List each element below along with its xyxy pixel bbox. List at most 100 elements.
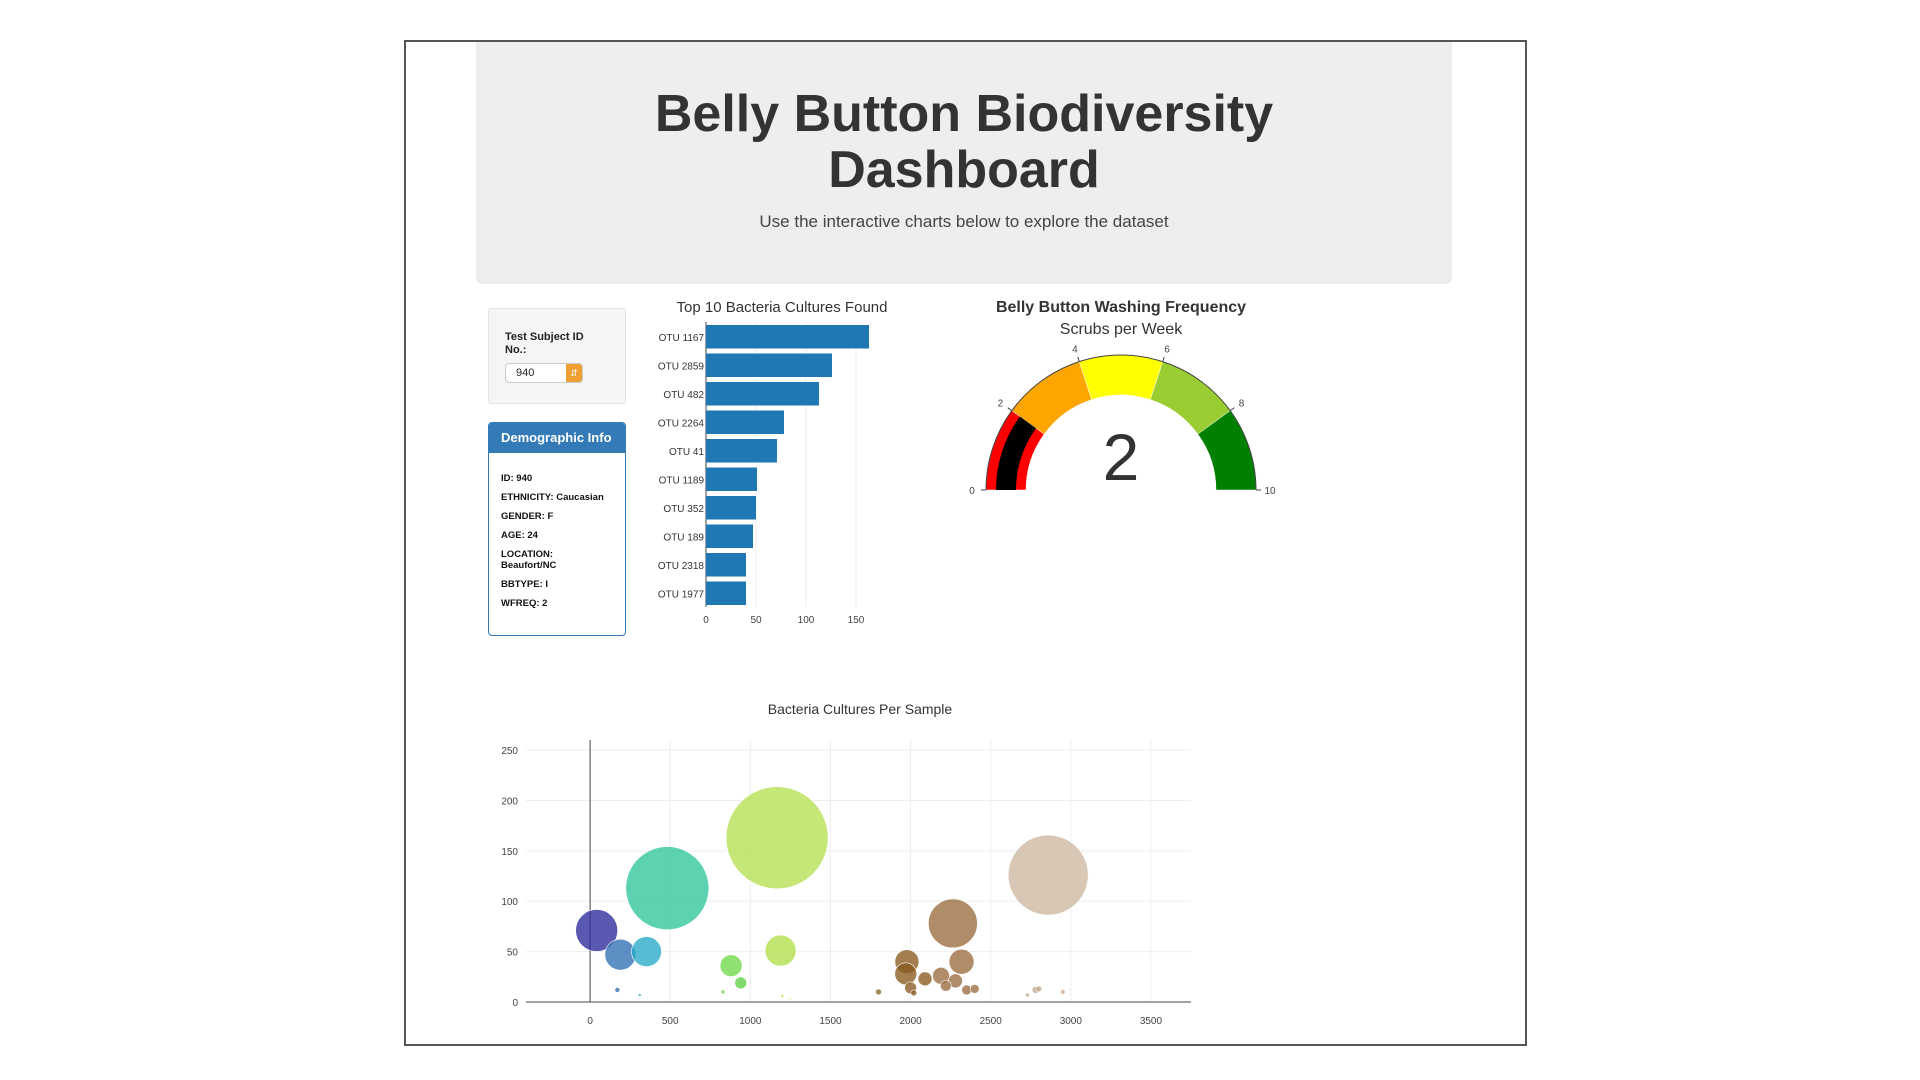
bubble-9 — [948, 948, 975, 975]
bubble-29 — [780, 994, 785, 998]
bar-category-label: OTU 352 — [663, 504, 704, 515]
bar-category-label: OTU 41 — [669, 447, 704, 458]
bubble-x-tick-label: 2500 — [980, 1016, 1003, 1027]
bubble-y-tick-label: 100 — [501, 897, 518, 908]
gauge-tick-label: 2 — [998, 398, 1004, 409]
bubble-x-tick-label: 3500 — [1140, 1016, 1163, 1027]
bubble-x-tick-label: 1500 — [819, 1016, 842, 1027]
bubble-x-tick-label: 500 — [662, 1016, 679, 1027]
gauge-outline — [985, 354, 1257, 491]
bubble-12 — [894, 962, 918, 986]
demographic-panel: Demographic Info ID: 940 ETHNICITY: Cauc… — [488, 422, 626, 636]
bubble-19 — [969, 984, 980, 994]
gauge-tick — [1162, 356, 1165, 362]
bar-category-label: OTU 2859 — [658, 361, 705, 372]
gauge-title: Belly Button Washing Frequency — [996, 299, 1246, 316]
subject-id-select[interactable]: 940 ⇵ — [505, 363, 583, 383]
bar-category-label: OTU 2318 — [658, 561, 705, 572]
gauge-value-bar — [996, 416, 1037, 490]
demo-gender: GENDER: F — [501, 511, 554, 522]
bar-9 — [706, 581, 746, 605]
demographic-panel-body: ID: 940 ETHNICITY: Caucasian GENDER: F A… — [489, 453, 625, 609]
bar-category-label: OTU 482 — [663, 390, 704, 401]
subject-selector-well: Test Subject ID No.: 940 ⇵ — [488, 308, 626, 404]
bar-category-label: OTU 2264 — [658, 418, 705, 429]
bubble-y-tick-label: 50 — [507, 948, 519, 959]
gauge-tick-label: 6 — [1164, 344, 1170, 355]
bubble-6 — [719, 954, 743, 978]
bubble-2 — [631, 936, 662, 967]
bubble-3 — [625, 846, 710, 930]
bar-2 — [706, 382, 819, 406]
bar-category-label: OTU 1167 — [659, 333, 705, 344]
bar-x-tick-label: 0 — [703, 615, 709, 626]
bar-7 — [706, 524, 753, 548]
bubble-7 — [734, 976, 748, 990]
bubble-27 — [614, 987, 621, 993]
bubble-x-tick-label: 2000 — [899, 1016, 922, 1027]
bubble-chart-title: Bacteria Cultures Per Sample — [768, 701, 953, 717]
gauge-tick — [1007, 407, 1013, 412]
header-jumbotron: Belly Button Biodiversity Dashboard Use t… — [476, 42, 1452, 284]
bubble-26 — [720, 989, 726, 995]
subject-id-value: 940 — [516, 367, 535, 379]
bubble-y-tick-label: 250 — [501, 746, 518, 757]
subject-id-label: Test Subject ID No.: — [505, 331, 584, 356]
bar-1 — [706, 353, 832, 377]
bubble-20 — [875, 988, 882, 996]
bubble-1 — [604, 938, 637, 971]
demographic-panel-heading: Demographic Info — [489, 423, 625, 453]
bubble-y-tick-label: 0 — [512, 998, 518, 1009]
bubble-y-tick-label: 150 — [501, 847, 518, 858]
bar-0 — [706, 325, 869, 349]
gauge-tick-label: 4 — [1072, 344, 1078, 355]
page-subtitle: Use the interactive charts below to expl… — [759, 212, 1169, 231]
demo-age: AGE: 24 — [501, 530, 538, 541]
gauge-subtitle: Scrubs per Week — [1060, 321, 1183, 338]
bar-5 — [706, 467, 757, 491]
bar-x-tick-label: 100 — [798, 615, 815, 626]
gauge-tick-label: 8 — [1239, 398, 1245, 409]
bar-6 — [706, 496, 756, 520]
bubble-5 — [764, 934, 797, 967]
demo-id: ID: 940 — [501, 473, 533, 484]
title-line-1: Belly Button Biodiversity — [654, 85, 1274, 143]
bar-x-tick-label: 150 — [848, 615, 865, 626]
bar-8 — [706, 553, 746, 577]
gauge-value-number: 2 — [1103, 420, 1140, 494]
title-line-2: Dashboard — [828, 141, 1100, 199]
bubble-24 — [1060, 989, 1066, 995]
bubble-8 — [928, 898, 978, 949]
bar-chart-title: Top 10 Bacteria Cultures Found — [677, 299, 888, 316]
bubble-4 — [725, 786, 829, 890]
top10-bar-chart: Top 10 Bacteria Cultures Found 0 50 100 150 O… — [658, 299, 888, 626]
bubble-28 — [637, 993, 642, 997]
bar-x-tick-label: 50 — [750, 615, 762, 626]
bubble-0 — [575, 909, 618, 952]
gauge-tick-label: 10 — [1264, 486, 1276, 497]
demo-bbtype: BBTYPE: I — [501, 579, 548, 590]
demo-wfreq: WFREQ: 2 — [501, 598, 548, 609]
bubble-x-tick-label: 1000 — [739, 1016, 762, 1027]
gauge-band-2 — [1078, 354, 1164, 400]
bubble-16 — [940, 980, 952, 992]
bubble-13 — [917, 971, 933, 987]
demo-ethnicity: ETHNICITY: Caucasian — [501, 492, 604, 503]
dashboard-frame: Belly Button Biodiversity Dashboard Use t… — [404, 40, 1527, 1046]
bubble-11 — [1007, 834, 1089, 916]
bubble-y-tick-label: 200 — [501, 796, 518, 807]
gauge-tick — [1229, 407, 1235, 412]
gauge-tick — [1077, 356, 1080, 362]
bubble-x-tick-label: 3000 — [1060, 1016, 1083, 1027]
page-title: Belly Button Biodiversity Dashboard — [476, 86, 1452, 198]
chevron-up-down-icon[interactable]: ⇵ — [566, 364, 582, 382]
gauge-tick-label: 0 — [969, 486, 975, 497]
bubble-25 — [1025, 992, 1030, 998]
bubble-x-tick-label: 0 — [587, 1016, 593, 1027]
wash-frequency-gauge: Belly Button Washing Frequency Scrubs per… — [969, 299, 1276, 497]
bar-3 — [706, 410, 784, 434]
bubble-21 — [910, 989, 918, 997]
demo-location: LOCATION: Beaufort/NC — [501, 549, 557, 571]
bar-category-label: OTU 189 — [663, 532, 704, 543]
